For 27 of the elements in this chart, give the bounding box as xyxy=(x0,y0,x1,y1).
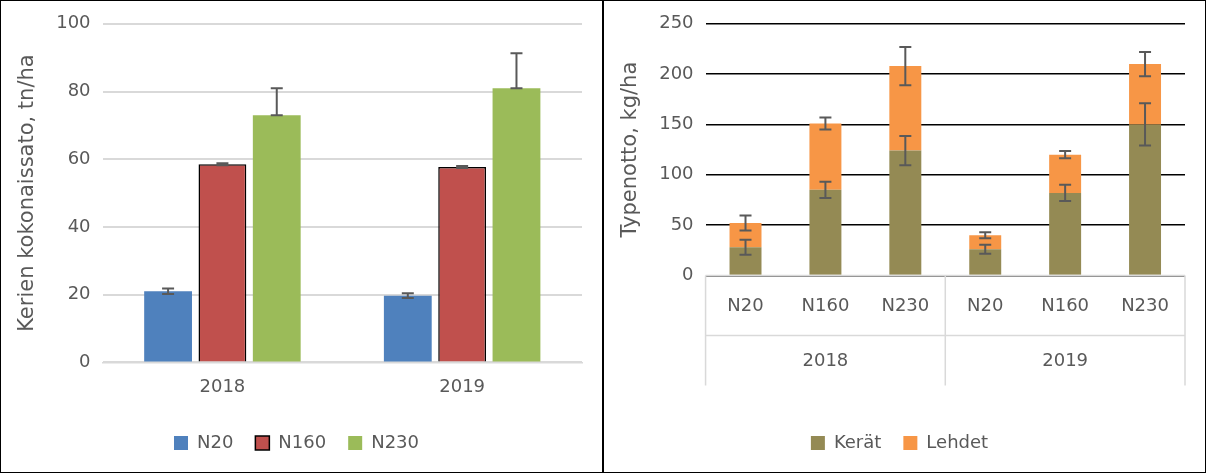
y-axis-title: Typenotto, kg/ha xyxy=(617,61,642,239)
legend-label: N20 xyxy=(196,430,234,452)
legend-label: N230 xyxy=(371,430,420,452)
y-tick-label: 20 xyxy=(67,282,91,304)
y-tick-label: 200 xyxy=(659,61,694,83)
y-tick-label: 60 xyxy=(67,146,91,168)
y-tick-label: 100 xyxy=(56,11,91,33)
x-tick-label: N20 xyxy=(967,293,1004,315)
y-tick-label: 0 xyxy=(682,263,694,285)
x-tick-label: N160 xyxy=(801,293,850,315)
x-tick-label: N230 xyxy=(1121,293,1169,315)
x-tick-label: N20 xyxy=(727,293,764,315)
legend-label: Kerät xyxy=(833,430,882,452)
y-tick-label: 250 xyxy=(659,11,694,33)
y-tick-label: 100 xyxy=(659,162,694,184)
y-axis-title: Kerien kokonaissato, tn/ha xyxy=(14,54,39,332)
legend-label: N160 xyxy=(278,430,327,452)
y-tick-label: 40 xyxy=(67,214,91,236)
text: 2018 xyxy=(802,349,849,371)
y-tick-label: 80 xyxy=(67,79,91,101)
x-tick-label: N160 xyxy=(1041,293,1090,315)
y-tick-label: 50 xyxy=(670,212,694,234)
x-tick-label: N230 xyxy=(881,293,930,315)
legend-label: Lehdet xyxy=(926,430,989,452)
y-tick-label: 150 xyxy=(659,112,694,134)
text: 2019 xyxy=(1042,349,1089,371)
y-tick-label: 0 xyxy=(79,350,91,372)
